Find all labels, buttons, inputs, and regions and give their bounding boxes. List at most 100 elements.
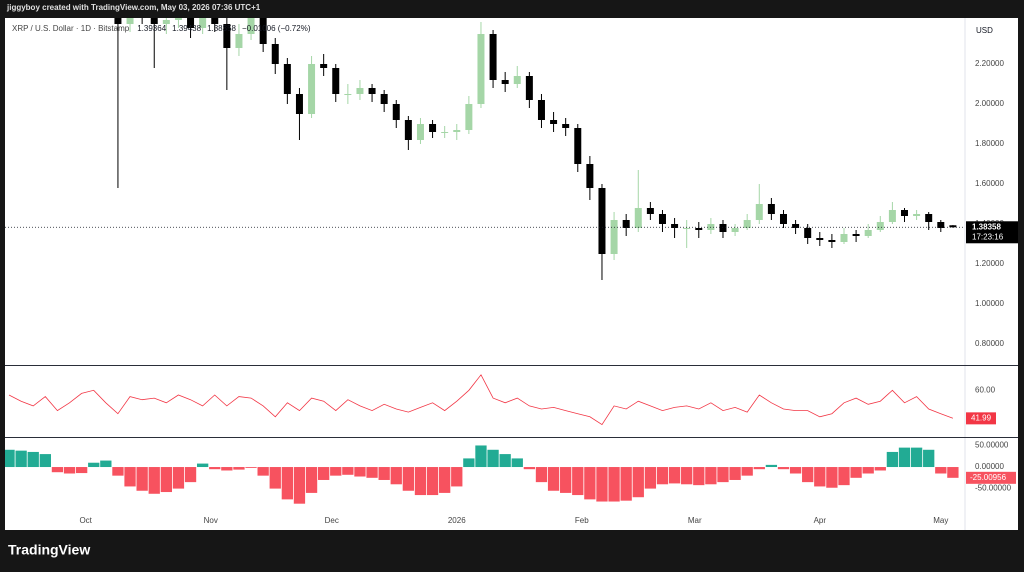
candle-body [925, 214, 933, 222]
candle-body [562, 124, 570, 128]
last-price: 1.38358 [972, 222, 1001, 231]
histogram-bar [112, 467, 124, 476]
histogram-bar [88, 462, 100, 468]
candle-body [295, 94, 303, 114]
x-tick-label: Apr [814, 516, 827, 525]
candle-body [114, 18, 122, 24]
candle-body [900, 210, 908, 216]
price-pane [114, 18, 957, 280]
x-tick-label: Dec [325, 516, 339, 525]
candle-body [949, 225, 957, 228]
histogram-bar [414, 467, 427, 496]
x-tick-label: Mar [688, 516, 702, 525]
histogram-bar [668, 467, 681, 484]
histogram-bar [850, 467, 862, 478]
candle-body [695, 228, 703, 230]
x-tick-label: Oct [79, 516, 92, 525]
candle-body [126, 18, 134, 24]
candle-body [356, 88, 364, 94]
candle-body [779, 214, 787, 224]
y-tick-label: 1.20000 [975, 259, 1004, 268]
histogram-bar [463, 458, 475, 468]
histogram-bar [753, 467, 765, 470]
histogram-bar [136, 467, 148, 491]
candle-body [937, 222, 945, 228]
y-tick-label: 2.20000 [975, 59, 1004, 68]
close: 1.38358 [207, 24, 236, 33]
candle-body [416, 124, 424, 140]
histogram-bar [209, 467, 221, 470]
candle-body [876, 222, 884, 230]
change: −0.01006 (−0.72%) [242, 24, 311, 33]
histogram-bar [898, 447, 911, 468]
candle-body [731, 228, 739, 232]
histogram-bar [426, 467, 439, 496]
histogram-bar [354, 467, 366, 477]
candle-body [404, 120, 412, 140]
candle-body [162, 20, 170, 24]
candle-body [501, 80, 509, 84]
histogram-bar [535, 467, 548, 483]
candle-body [550, 120, 558, 124]
x-tick-label: May [933, 516, 948, 525]
histogram-bar [499, 454, 511, 468]
histogram-bar [51, 467, 64, 473]
histogram-bar [196, 463, 209, 468]
candle-body [392, 104, 400, 120]
histogram-bar [777, 467, 790, 470]
price-box [966, 221, 1018, 244]
candle-body [683, 228, 691, 229]
candle-body [187, 18, 195, 28]
candle-body [223, 24, 231, 48]
y-tick-label: 1.80000 [975, 139, 1004, 148]
histogram-bar [75, 467, 88, 474]
candle-body [622, 220, 630, 228]
histogram-bar [342, 467, 354, 475]
candle-body [283, 64, 291, 94]
value-box [966, 471, 1016, 484]
legend: XRP / U.S. Dollar · 1D · Bitstamp 1.39364… [12, 24, 311, 33]
candle-body [150, 18, 158, 24]
candle-body [792, 224, 800, 228]
histogram-bar [402, 467, 415, 491]
y-tick-label: 0.00000 [975, 462, 1004, 471]
candle-body [465, 104, 473, 130]
histogram-bar [826, 467, 838, 488]
histogram-bar [705, 467, 717, 485]
candle-body [586, 164, 594, 188]
y-tick-label: 50.00000 [975, 441, 1009, 450]
histogram-bar [451, 467, 463, 487]
value-box [966, 412, 996, 425]
candle-body [658, 214, 666, 224]
histogram-bar [717, 467, 729, 483]
candle-body [368, 88, 376, 94]
x-tick-label: Feb [575, 516, 589, 525]
currency: USD [976, 26, 993, 35]
histogram-bar [584, 467, 596, 500]
histogram-bar [366, 467, 378, 478]
candle-body [332, 68, 340, 94]
histogram-bar [100, 460, 112, 468]
histogram-bar [269, 467, 281, 489]
y-tick-label: 0.80000 [975, 339, 1004, 348]
candle-body [537, 100, 545, 120]
histogram-bar [729, 467, 741, 480]
candle-body [199, 18, 207, 28]
histogram-bar [572, 467, 584, 496]
chart-area [5, 18, 1018, 530]
histogram-bar [221, 467, 233, 471]
candle-body [513, 76, 521, 84]
histogram-bar [160, 467, 172, 493]
histogram-bar [475, 445, 487, 468]
candle-body [429, 124, 437, 132]
histogram-bar [330, 467, 342, 476]
histogram-bar [596, 467, 608, 502]
candle-body [259, 18, 267, 44]
candle-body [828, 240, 836, 242]
y-tick-label: 60.00 [975, 385, 996, 394]
histogram-bar [293, 467, 306, 504]
y-tick-label: 1.60000 [975, 179, 1004, 188]
histogram-bar [233, 467, 245, 470]
